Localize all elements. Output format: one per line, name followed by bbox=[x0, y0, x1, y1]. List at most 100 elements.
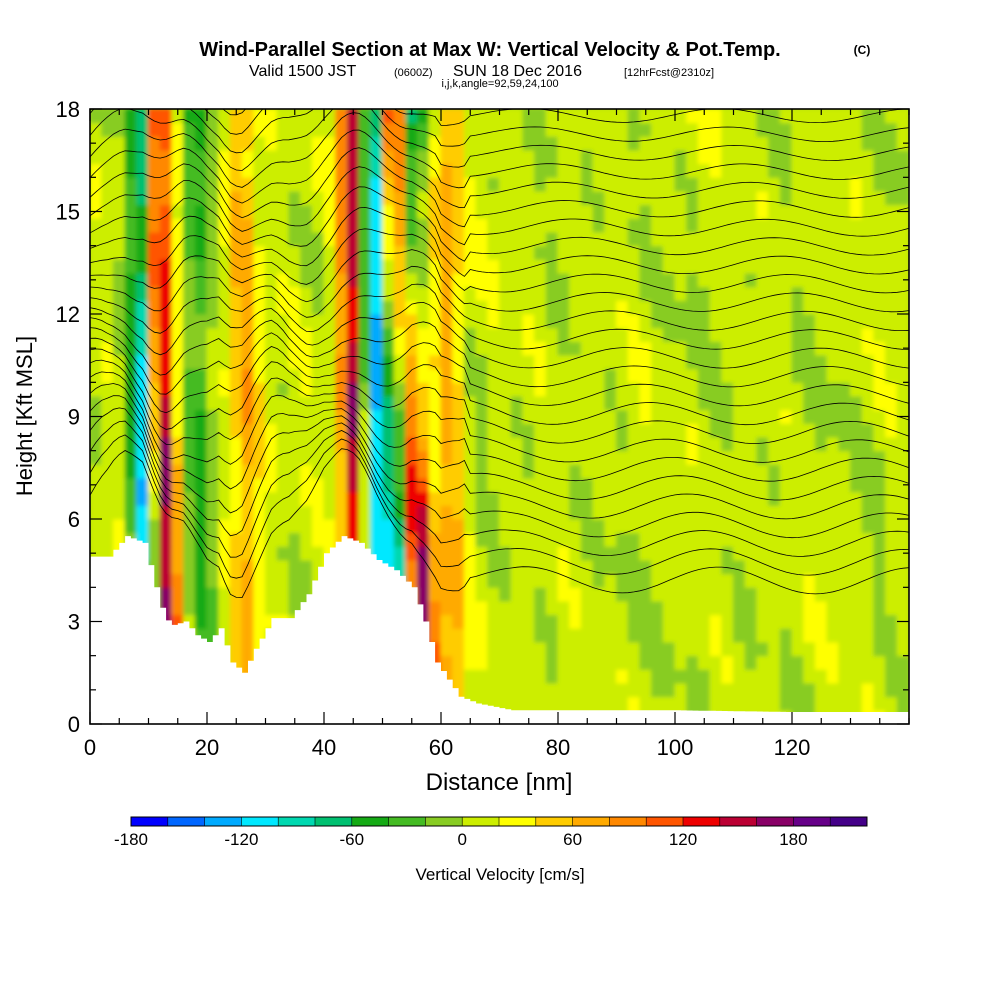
velocity-cell bbox=[791, 176, 805, 192]
velocity-cell bbox=[580, 641, 594, 657]
velocity-cell bbox=[686, 272, 699, 288]
velocity-cell bbox=[276, 436, 290, 452]
velocity-cell bbox=[674, 149, 688, 165]
velocity-cell bbox=[651, 368, 664, 383]
velocity-cell bbox=[686, 204, 699, 219]
x-tick-label: 100 bbox=[657, 735, 694, 760]
velocity-cell bbox=[487, 655, 500, 670]
velocity-cell bbox=[358, 122, 372, 137]
velocity-cell bbox=[733, 559, 746, 575]
velocity-cell bbox=[557, 381, 571, 397]
velocity-cell bbox=[288, 231, 302, 247]
velocity-cell bbox=[580, 600, 594, 616]
velocity-cell bbox=[499, 545, 512, 561]
velocity-cell bbox=[709, 135, 723, 151]
velocity-cell bbox=[826, 381, 840, 397]
velocity-cell bbox=[580, 518, 594, 534]
velocity-cell bbox=[159, 122, 173, 137]
velocity-cell bbox=[768, 340, 781, 356]
velocity-cell bbox=[569, 491, 582, 506]
velocity-cell bbox=[580, 491, 594, 506]
velocity-cell bbox=[803, 149, 816, 165]
velocity-cell bbox=[510, 450, 524, 465]
velocity-cell bbox=[148, 109, 161, 124]
velocity-cell bbox=[183, 122, 196, 137]
velocity-cell bbox=[545, 559, 559, 575]
velocity-cell bbox=[136, 245, 149, 260]
velocity-cell bbox=[545, 655, 559, 670]
velocity-cell bbox=[791, 409, 805, 424]
velocity-cell bbox=[499, 149, 512, 165]
velocity-cell bbox=[627, 696, 641, 711]
velocity-cell bbox=[569, 122, 582, 137]
velocity-cell bbox=[393, 491, 407, 506]
velocity-cell bbox=[545, 299, 559, 315]
velocity-cell bbox=[311, 395, 325, 411]
velocity-cell bbox=[639, 340, 653, 356]
velocity-cell bbox=[346, 217, 360, 233]
velocity-cell bbox=[101, 190, 114, 206]
velocity-cell bbox=[183, 245, 196, 260]
velocity-cell bbox=[896, 231, 909, 247]
velocity-cell bbox=[370, 163, 383, 178]
velocity-cell bbox=[393, 504, 407, 520]
velocity-cell bbox=[241, 573, 255, 588]
velocity-cell bbox=[873, 627, 887, 643]
velocity-cell bbox=[417, 450, 430, 465]
velocity-cell bbox=[148, 204, 161, 219]
velocity-cell bbox=[148, 545, 161, 561]
velocity-cell bbox=[779, 627, 793, 643]
velocity-cell bbox=[826, 450, 840, 465]
velocity-cell bbox=[300, 149, 313, 165]
velocity-cell bbox=[90, 217, 103, 233]
velocity-cell bbox=[627, 204, 641, 219]
velocity-cell bbox=[580, 504, 594, 520]
velocity-cell bbox=[604, 368, 617, 383]
velocity-cell bbox=[850, 176, 863, 192]
velocity-cell bbox=[148, 354, 161, 370]
velocity-cell bbox=[229, 163, 243, 178]
velocity-cell bbox=[218, 586, 231, 602]
velocity-cell bbox=[709, 190, 723, 206]
velocity-cell bbox=[838, 491, 851, 506]
velocity-cell bbox=[814, 422, 828, 438]
velocity-cell bbox=[768, 163, 781, 178]
velocity-cell bbox=[557, 409, 571, 424]
velocity-cell bbox=[510, 641, 524, 657]
velocity-cell bbox=[744, 286, 758, 301]
velocity-cell bbox=[744, 217, 758, 233]
velocity-cell bbox=[861, 491, 875, 506]
velocity-cell bbox=[733, 573, 746, 588]
velocity-cell bbox=[779, 231, 793, 247]
velocity-cell bbox=[861, 504, 875, 520]
velocity-cell bbox=[838, 532, 851, 547]
velocity-cell bbox=[580, 586, 594, 602]
velocity-cell bbox=[440, 641, 454, 657]
velocity-cell bbox=[112, 231, 126, 247]
velocity-cell bbox=[112, 299, 126, 315]
velocity-cell bbox=[300, 231, 313, 247]
velocity-cell bbox=[148, 163, 161, 178]
velocity-cell bbox=[545, 696, 559, 711]
theta-contour-line bbox=[90, 147, 909, 228]
velocity-cell bbox=[744, 135, 758, 151]
velocity-cell bbox=[557, 109, 571, 124]
velocity-cell bbox=[569, 586, 582, 602]
velocity-cell bbox=[557, 163, 571, 178]
velocity-cell bbox=[487, 122, 500, 137]
velocity-cell bbox=[604, 491, 617, 506]
velocity-cell bbox=[557, 176, 571, 192]
velocity-cell bbox=[651, 163, 664, 178]
velocity-cell bbox=[323, 354, 337, 370]
velocity-cell bbox=[487, 313, 500, 329]
velocity-cell bbox=[744, 258, 758, 274]
velocity-cell bbox=[896, 422, 909, 438]
velocity-cell bbox=[499, 422, 512, 438]
velocity-cell bbox=[194, 204, 208, 219]
velocity-cell bbox=[112, 518, 126, 534]
velocity-cell bbox=[136, 190, 149, 206]
velocity-cell bbox=[721, 354, 734, 370]
velocity-cell bbox=[733, 354, 746, 370]
velocity-cell bbox=[686, 286, 699, 301]
velocity-cell bbox=[803, 696, 816, 711]
